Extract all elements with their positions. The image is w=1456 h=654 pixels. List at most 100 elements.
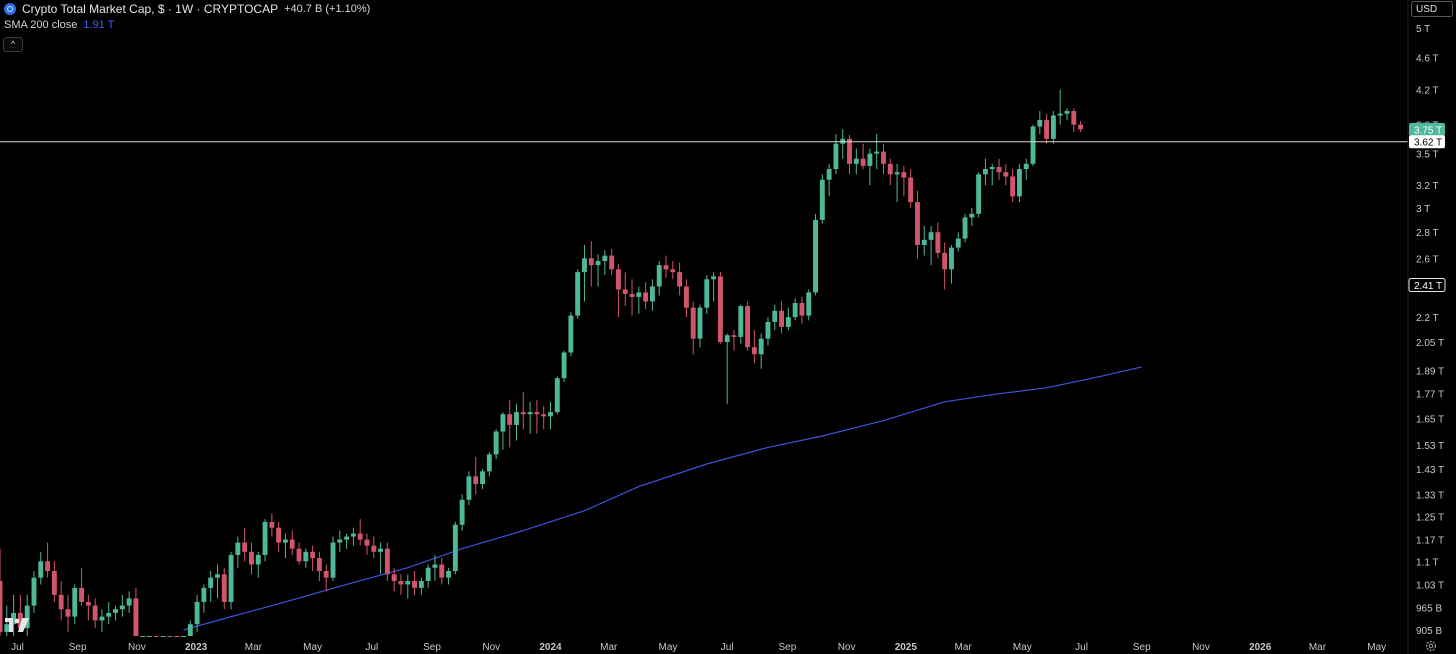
price-tick-label: 1.43 T	[1416, 465, 1444, 476]
collapse-legend-button[interactable]: ^	[3, 37, 23, 52]
candle	[928, 225, 934, 266]
candle	[113, 605, 118, 621]
candle-body	[704, 279, 710, 308]
candle	[575, 269, 581, 319]
candle-body	[534, 412, 540, 415]
candle-body	[649, 286, 655, 302]
candle-body	[636, 292, 642, 297]
candle	[126, 591, 132, 613]
candle-body	[833, 143, 839, 170]
candle	[908, 169, 914, 208]
candle-body	[459, 499, 465, 525]
candle	[480, 468, 485, 490]
settings-gear-icon[interactable]	[1425, 640, 1437, 652]
candle	[119, 594, 125, 617]
candle-body	[588, 258, 594, 266]
candle-body	[452, 524, 458, 572]
candle-body	[1030, 126, 1036, 164]
candle	[106, 601, 112, 625]
candle	[316, 551, 322, 582]
candle-body	[602, 255, 608, 262]
candle	[452, 521, 458, 575]
candle-body	[745, 306, 751, 348]
candle-body	[500, 414, 506, 432]
candle	[711, 272, 717, 302]
candle-body	[1023, 163, 1029, 170]
candle-body	[629, 293, 635, 297]
candle	[901, 165, 907, 197]
price-tick-label: 2.6 T	[1416, 254, 1439, 265]
candle	[663, 255, 669, 278]
candle	[745, 301, 751, 351]
candle	[79, 567, 84, 606]
candle	[235, 536, 241, 568]
price-label: 3.75 T	[1414, 125, 1442, 136]
candle	[432, 554, 438, 582]
time-tick-label: May	[1013, 642, 1032, 653]
candle-body	[609, 255, 615, 270]
candle	[493, 429, 499, 460]
candle	[384, 542, 390, 582]
candle	[153, 636, 159, 637]
candle	[296, 542, 302, 565]
candle-body	[418, 581, 424, 588]
candle	[1050, 111, 1056, 144]
candle	[72, 584, 78, 625]
candle	[174, 636, 180, 637]
candle-body	[4, 624, 10, 632]
candle	[160, 636, 166, 637]
indicator-label[interactable]: SMA 200 close	[4, 19, 78, 31]
candle	[1057, 89, 1063, 125]
candle	[962, 213, 968, 243]
candle-body	[1078, 124, 1084, 130]
price-tick-label: 905 B	[1416, 626, 1442, 637]
currency-selector[interactable]: USD	[1411, 1, 1453, 17]
candle-body	[779, 310, 784, 327]
candle	[527, 401, 533, 434]
candle	[439, 558, 445, 585]
candle-body	[548, 412, 553, 417]
candle	[656, 261, 662, 296]
time-tick-label: May	[659, 642, 678, 653]
candle-body	[466, 476, 472, 500]
candle-body	[847, 138, 852, 164]
candle	[371, 536, 377, 559]
tradingview-logo-icon[interactable]	[4, 614, 30, 636]
candle-body	[174, 636, 180, 637]
candle-body	[269, 521, 275, 528]
candle-body	[527, 412, 533, 415]
candle	[92, 598, 98, 629]
candle	[418, 577, 424, 595]
candle	[622, 272, 628, 307]
candle	[473, 456, 479, 495]
candle-body	[344, 536, 350, 540]
candle-body	[1044, 120, 1050, 139]
candle-body	[819, 179, 825, 220]
candle-body	[133, 598, 139, 636]
candle	[1064, 108, 1070, 121]
candle-body	[310, 551, 316, 559]
candle-body	[894, 172, 900, 175]
time-axis[interactable]: Jul Sep Nov 2023 Mar May Jul Sep Nov 2024 Mar May Ju…	[11, 642, 1386, 653]
candle-body	[181, 636, 186, 637]
candle-body	[262, 521, 268, 555]
candle-body	[99, 616, 105, 621]
indicator-legend[interactable]: SMA 200 close 1.91 T	[4, 19, 114, 31]
candle-body	[350, 533, 356, 537]
candle-body	[493, 431, 499, 455]
candle-body	[31, 577, 37, 606]
time-tick-label: Sep	[423, 642, 441, 653]
candle-body	[486, 454, 492, 472]
candle	[167, 636, 173, 637]
price-axis[interactable]: 5 T4.6 T4.2 T3.8 T3.5 T3.2 T3 T2.8 T2.6 …	[1407, 0, 1446, 654]
candle-body	[561, 352, 567, 379]
candle	[683, 279, 689, 318]
candle-body	[391, 574, 397, 582]
candle	[609, 248, 615, 275]
candle-body	[371, 545, 377, 552]
candle	[758, 333, 764, 369]
candle-body	[65, 609, 71, 617]
candle-body	[480, 471, 485, 484]
symbol-title[interactable]: Crypto Total Market Cap, $ · 1W · CRYPTO…	[22, 2, 279, 16]
